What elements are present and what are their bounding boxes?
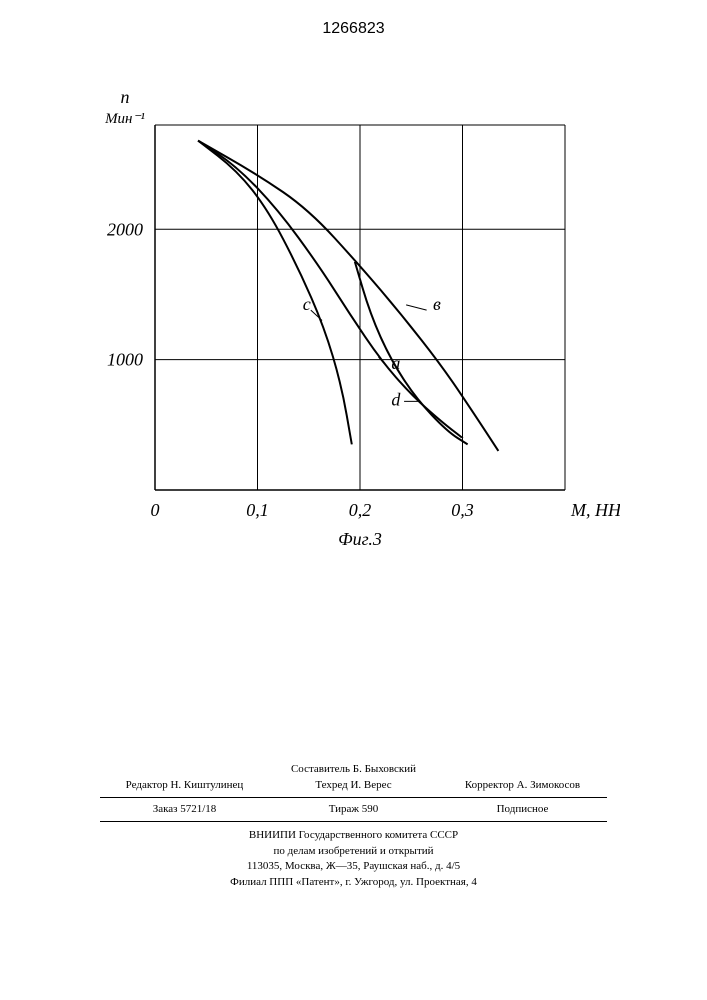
svg-text:1000: 1000 bbox=[107, 350, 143, 370]
svg-text:0,1: 0,1 bbox=[246, 500, 269, 520]
order-row: Заказ 5721/18 Тираж 590 Подписное bbox=[100, 802, 607, 817]
org4: Филиал ППП «Патент», г. Ужгород, ул. Про… bbox=[100, 875, 607, 890]
svg-text:n: n bbox=[121, 87, 130, 107]
page-number: 1266823 bbox=[322, 20, 384, 38]
svg-text:0,3: 0,3 bbox=[451, 500, 474, 520]
svg-text:в: в bbox=[433, 294, 441, 314]
org1: ВНИИПИ Государственного комитета СССР bbox=[100, 828, 607, 843]
org-block: ВНИИПИ Государственного комитета СССР по… bbox=[100, 828, 607, 890]
corrector: Корректор А. Зимокосов bbox=[438, 778, 607, 793]
svg-text:2000: 2000 bbox=[107, 219, 143, 239]
org3: 113035, Москва, Ж—35, Раушская наб., д. … bbox=[100, 859, 607, 874]
svg-text:0: 0 bbox=[151, 500, 160, 520]
svg-text:0,2: 0,2 bbox=[349, 500, 372, 520]
tirage: Тираж 590 bbox=[269, 802, 438, 817]
divider-1 bbox=[100, 797, 607, 798]
chart: 00,10,20,310002000nМин⁻¹М, ННФиг.3aвсd bbox=[60, 80, 620, 560]
subscription: Подписное bbox=[438, 802, 607, 817]
chart-svg: 00,10,20,310002000nМин⁻¹М, ННФиг.3aвсd bbox=[60, 80, 620, 560]
techred: Техред И. Верес bbox=[269, 778, 438, 793]
svg-text:Фиг.3: Фиг.3 bbox=[338, 529, 382, 549]
editor-row: Редактор Н. Киштулинец Техред И. Верес К… bbox=[100, 778, 607, 793]
composer-line: Составитель Б. Быховский bbox=[100, 762, 607, 777]
divider-2 bbox=[100, 821, 607, 822]
editor: Редактор Н. Киштулинец bbox=[100, 778, 269, 793]
svg-text:d: d bbox=[391, 389, 401, 409]
footer: Составитель Б. Быховский Редактор Н. Киш… bbox=[100, 762, 607, 890]
order: Заказ 5721/18 bbox=[100, 802, 269, 817]
org2: по делам изобретений и открытий bbox=[100, 844, 607, 859]
svg-text:М, НН: М, НН bbox=[570, 500, 620, 520]
svg-text:Мин⁻¹: Мин⁻¹ bbox=[104, 111, 145, 127]
svg-text:с: с bbox=[303, 294, 311, 314]
